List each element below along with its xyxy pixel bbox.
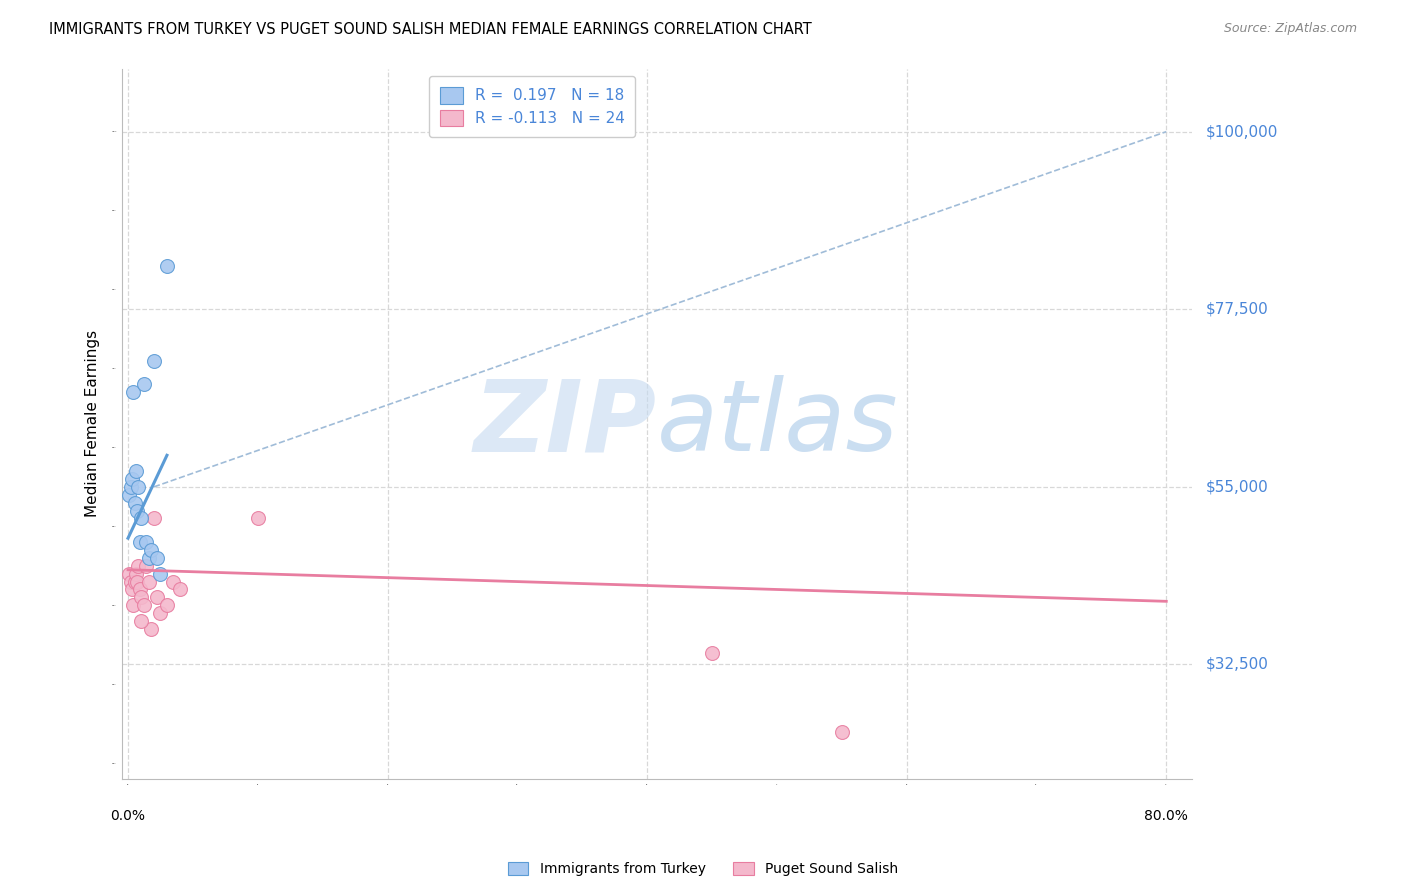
Point bbox=[129, 511, 152, 525]
Point bbox=[141, 622, 163, 636]
Point bbox=[120, 480, 142, 494]
Point bbox=[127, 574, 149, 589]
Point bbox=[129, 614, 152, 628]
Point bbox=[124, 496, 146, 510]
Point bbox=[162, 574, 184, 589]
Point bbox=[138, 574, 160, 589]
Point bbox=[145, 591, 167, 605]
Point bbox=[169, 582, 191, 597]
Text: $100,000: $100,000 bbox=[1206, 124, 1278, 139]
Point bbox=[143, 511, 166, 525]
Point bbox=[124, 574, 146, 589]
Point bbox=[120, 574, 142, 589]
Point bbox=[128, 582, 150, 597]
Point bbox=[118, 488, 141, 502]
Point bbox=[122, 599, 145, 613]
Text: $55,000: $55,000 bbox=[1206, 479, 1268, 494]
Text: atlas: atlas bbox=[657, 376, 898, 472]
Legend: Immigrants from Turkey, Puget Sound Salish: Immigrants from Turkey, Puget Sound Sali… bbox=[508, 863, 898, 876]
Point bbox=[122, 385, 145, 400]
Point bbox=[127, 503, 149, 517]
Point bbox=[135, 558, 157, 573]
Text: 80.0%: 80.0% bbox=[1144, 809, 1188, 823]
Point bbox=[127, 558, 149, 573]
Point bbox=[128, 535, 150, 549]
Point bbox=[118, 566, 141, 581]
Point bbox=[143, 353, 166, 368]
Point bbox=[129, 591, 152, 605]
Point bbox=[132, 599, 155, 613]
Text: ZIP: ZIP bbox=[474, 376, 657, 472]
Point bbox=[145, 550, 167, 565]
Point bbox=[156, 259, 179, 273]
Text: $77,500: $77,500 bbox=[1206, 301, 1268, 317]
Point bbox=[149, 606, 172, 620]
Point bbox=[132, 377, 155, 392]
Text: Source: ZipAtlas.com: Source: ZipAtlas.com bbox=[1223, 22, 1357, 36]
Text: IMMIGRANTS FROM TURKEY VS PUGET SOUND SALISH MEDIAN FEMALE EARNINGS CORRELATION : IMMIGRANTS FROM TURKEY VS PUGET SOUND SA… bbox=[49, 22, 811, 37]
Point bbox=[156, 599, 179, 613]
Point bbox=[121, 582, 143, 597]
Point bbox=[127, 480, 149, 494]
Point bbox=[700, 646, 723, 660]
Point bbox=[125, 566, 148, 581]
Point bbox=[121, 472, 143, 486]
Y-axis label: Median Female Earnings: Median Female Earnings bbox=[86, 330, 100, 517]
Point bbox=[141, 543, 163, 558]
Point bbox=[149, 566, 172, 581]
Point bbox=[135, 535, 157, 549]
Text: 0.0%: 0.0% bbox=[111, 809, 145, 823]
Point bbox=[831, 724, 853, 739]
Text: $32,500: $32,500 bbox=[1206, 657, 1270, 672]
Point bbox=[138, 550, 160, 565]
Point bbox=[246, 511, 269, 525]
Legend: R =  0.197   N = 18, R = -0.113   N = 24: R = 0.197 N = 18, R = -0.113 N = 24 bbox=[429, 76, 636, 137]
Point bbox=[125, 464, 148, 478]
